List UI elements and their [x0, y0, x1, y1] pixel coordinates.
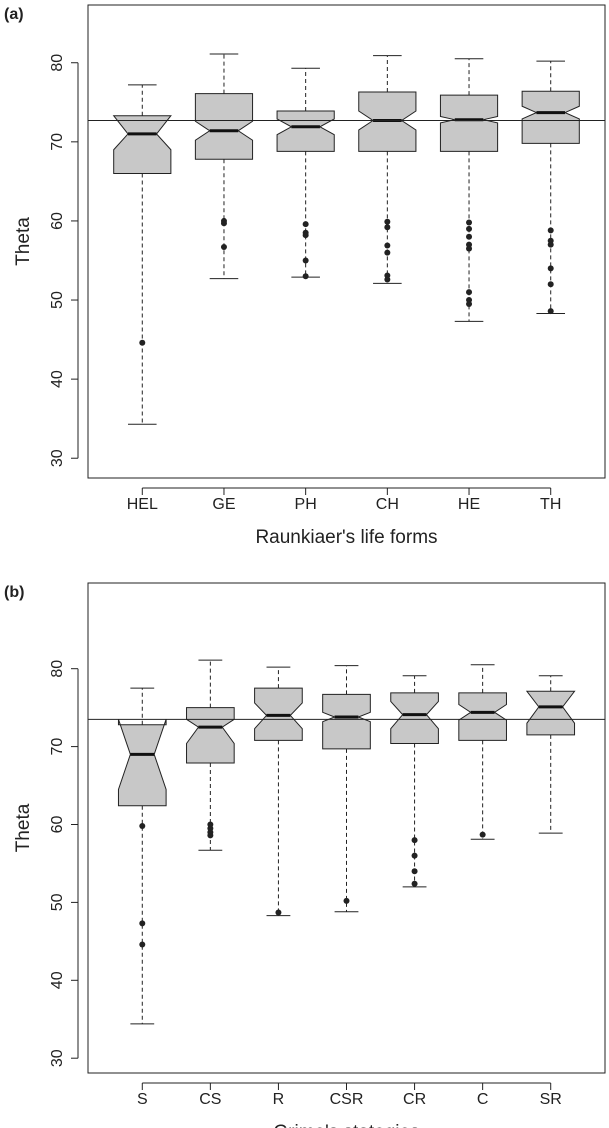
x-tick-label: TH [540, 496, 561, 513]
outlier [411, 868, 418, 875]
y-axis-title: Theta [13, 803, 34, 852]
y-tick-label: 60 [49, 212, 66, 230]
y-tick-label: 30 [49, 1049, 66, 1067]
box [458, 692, 507, 741]
outlier [275, 909, 282, 916]
outlier [411, 837, 418, 844]
outlier [547, 308, 554, 315]
x-tick-label: C [477, 1091, 489, 1108]
y-tick-label: 70 [49, 133, 66, 151]
outlier [384, 242, 391, 249]
y-tick-label: 40 [49, 971, 66, 989]
y-axis-title: Theta [13, 217, 34, 266]
outlier [466, 289, 473, 296]
x-axis-title: Grime's stategies [273, 1122, 419, 1128]
box [276, 110, 335, 152]
outlier [302, 273, 309, 280]
x-tick-label: CS [199, 1091, 221, 1108]
outlier [384, 276, 391, 283]
panel-label: (b) [4, 584, 24, 601]
outlier [139, 823, 146, 830]
plot-frame [87, 4, 606, 479]
y-tick-label: 80 [49, 660, 66, 678]
outlier [466, 300, 473, 307]
outlier [411, 880, 418, 887]
outlier [547, 281, 554, 288]
outlier [139, 339, 146, 346]
outlier [466, 233, 473, 240]
outlier [384, 224, 391, 231]
outlier [139, 920, 146, 927]
outlier [466, 225, 473, 232]
plot-frame [87, 582, 606, 1074]
x-tick-label: PH [295, 496, 317, 513]
y-tick-label: 30 [49, 449, 66, 467]
panel-label: (a) [4, 6, 24, 23]
outlier [343, 897, 350, 904]
box [117, 719, 167, 807]
x-tick-label: HEL [127, 496, 158, 513]
outlier [139, 941, 146, 948]
box [194, 93, 254, 160]
y-tick-label: 80 [49, 54, 66, 72]
outlier [220, 220, 227, 227]
x-tick-label: SR [540, 1091, 562, 1108]
box [112, 115, 172, 174]
box [322, 693, 371, 750]
outlier [547, 265, 554, 272]
x-tick-label: CSR [330, 1091, 364, 1108]
box [521, 90, 580, 144]
y-tick-label: 50 [49, 291, 66, 309]
x-tick-label: CH [376, 496, 399, 513]
outlier [384, 249, 391, 256]
y-tick-label: 40 [49, 370, 66, 388]
outlier [466, 219, 473, 226]
y-tick-label: 70 [49, 738, 66, 756]
outlier [302, 257, 309, 264]
box [439, 94, 499, 152]
outlier [547, 241, 554, 248]
outlier [302, 232, 309, 239]
y-tick-label: 50 [49, 893, 66, 911]
box [390, 692, 439, 744]
x-tick-label: CR [403, 1091, 426, 1108]
outlier [220, 244, 227, 251]
outlier [479, 831, 486, 838]
x-axis-title: Raunkiaer's life forms [255, 527, 437, 548]
y-tick-label: 60 [49, 815, 66, 833]
outlier [302, 221, 309, 228]
x-tick-label: GE [212, 496, 235, 513]
outlier [466, 245, 473, 252]
box [525, 690, 576, 736]
outlier [384, 218, 391, 225]
x-tick-label: HE [458, 496, 480, 513]
x-tick-label: S [137, 1091, 148, 1108]
x-tick-label: R [273, 1091, 285, 1108]
outlier [207, 832, 214, 839]
outlier [547, 227, 554, 234]
outlier [411, 852, 418, 859]
box [186, 707, 235, 764]
